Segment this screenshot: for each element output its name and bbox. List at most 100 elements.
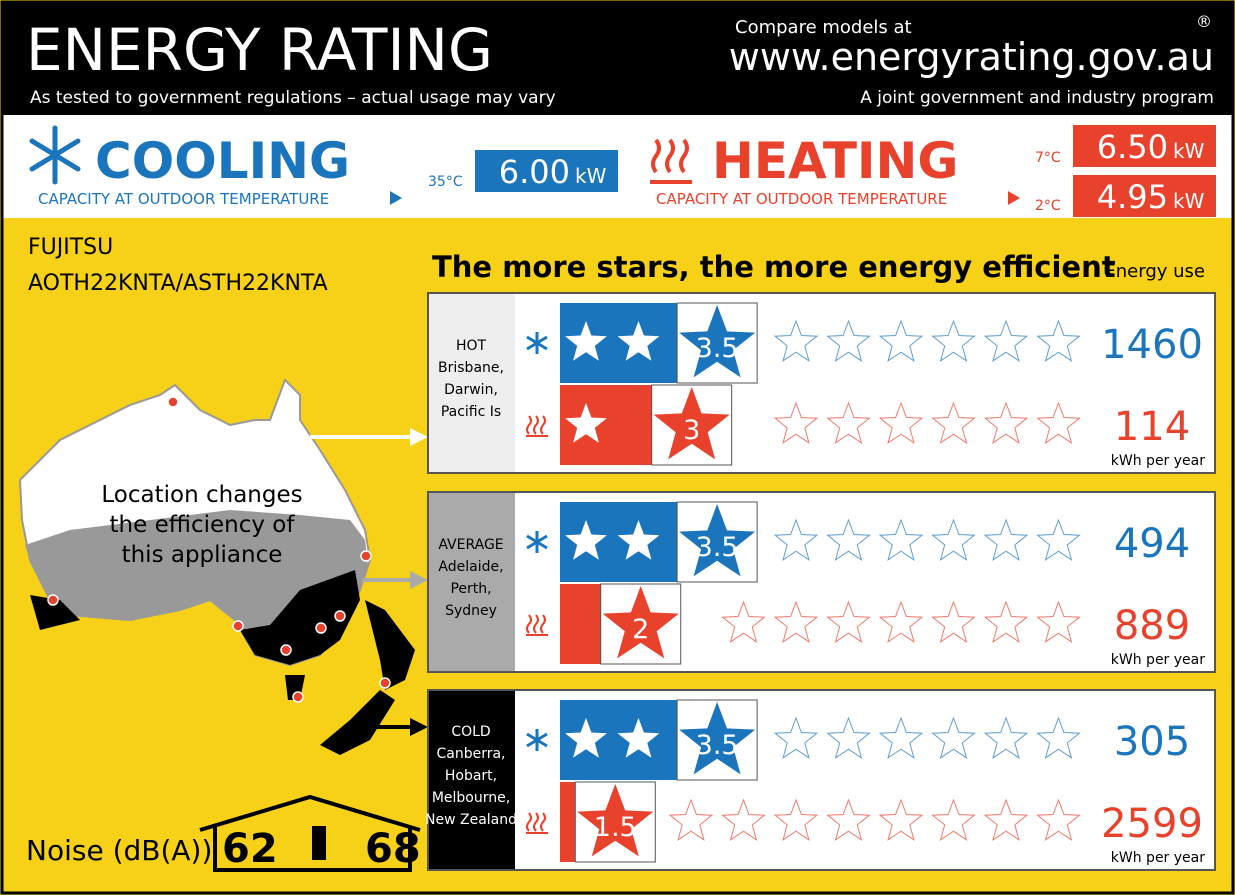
filled-star [565, 718, 607, 758]
empty-star [878, 401, 924, 444]
empty-star [878, 798, 924, 841]
icon-stroke [526, 415, 532, 435]
empty-star [931, 518, 976, 561]
rating-band [560, 584, 601, 664]
header-title: ENERGY RATING [26, 16, 493, 84]
zone-label-box [429, 691, 515, 869]
zone-city: Adelaide, [438, 559, 503, 575]
icon-stroke [526, 732, 548, 748]
rating-star [679, 305, 756, 378]
capacity-unit: kW [575, 164, 607, 188]
zone-city: Sydney [445, 603, 497, 619]
snowflake-icon [526, 531, 548, 553]
empty-star [931, 798, 976, 841]
snowflake-icon [526, 332, 548, 354]
star-rating: 3 [683, 415, 700, 446]
zone-name: HOT [456, 338, 487, 354]
empty-star [1036, 716, 1081, 759]
filled-star [617, 520, 660, 560]
header-band [2, 2, 1233, 115]
empty-star [826, 798, 871, 841]
empty-star [983, 518, 1029, 561]
zone-city: Brisbane, [438, 360, 504, 376]
energy-unit: kWh per year [1111, 850, 1205, 866]
empty-star [721, 798, 766, 841]
icon-stroke [540, 812, 546, 832]
star-rating: 2 [632, 614, 649, 645]
energy-use: 494 [1114, 521, 1190, 567]
noise-indoor: 62 [222, 826, 278, 872]
empty-star [1036, 518, 1081, 561]
headline: The more stars, the more energy efficien… [432, 250, 1116, 284]
zone-city: Pacific Is [441, 404, 501, 420]
rating-star [679, 702, 756, 775]
icon-stroke [526, 534, 548, 550]
capacity-value: 6.50 [1097, 128, 1168, 166]
empty-star [1036, 600, 1081, 643]
zone-city: Canberra, [436, 746, 505, 762]
zone-city: Hobart, [445, 768, 497, 784]
empty-star [983, 319, 1029, 362]
zone-name: COLD [451, 724, 490, 740]
zone-city: New Zealand [425, 812, 517, 828]
empty-star [773, 319, 819, 362]
icon-stroke [526, 614, 532, 634]
empty-star [983, 401, 1029, 444]
empty-star [1036, 798, 1081, 841]
icon-stroke [540, 415, 546, 435]
zone-city: Melbourne, [432, 790, 510, 806]
header-subtitle: As tested to government regulations – ac… [30, 88, 556, 108]
empty-star [773, 798, 819, 841]
energy-use: 114 [1114, 404, 1190, 450]
empty-star [773, 518, 819, 561]
empty-star [826, 319, 871, 362]
zone-city: Perth, [450, 581, 491, 597]
energy-use-label: Energy use [1104, 261, 1205, 282]
capacity-box [1073, 125, 1216, 167]
empty-star [1036, 401, 1081, 444]
noise-label: Noise (dB(A)) [26, 834, 212, 867]
compare-text: Compare models at [735, 17, 912, 38]
empty-star [878, 319, 924, 362]
icon-stroke [533, 614, 539, 634]
noise-outdoor: 68 [365, 826, 421, 872]
heating-title: HEATING [712, 132, 958, 190]
capacity-value: 4.95 [1097, 178, 1168, 216]
energy-use: 2599 [1101, 801, 1203, 847]
map [18, 378, 428, 755]
brand: FUJITSU [28, 235, 113, 260]
registered-mark: ® [1196, 12, 1212, 31]
empty-star [878, 518, 924, 561]
star-rating: 3.5 [696, 532, 739, 563]
energy-unit: kWh per year [1111, 652, 1205, 668]
energy-use: 889 [1114, 603, 1190, 649]
capacity-box [1073, 175, 1216, 217]
map-caption-line: this appliance [122, 542, 283, 568]
heating-icon [526, 614, 548, 636]
caption-arrow [1008, 191, 1020, 205]
empty-star [931, 600, 976, 643]
empty-star [773, 401, 819, 444]
rating-band [560, 782, 576, 862]
zone-label-box [429, 493, 515, 671]
heating-icon [526, 812, 548, 834]
heating-icon [650, 138, 692, 184]
empty-star [931, 319, 976, 362]
empty-star [931, 401, 976, 444]
empty-star [983, 798, 1029, 841]
icon-stroke [540, 614, 546, 634]
energy-use: 1460 [1101, 322, 1203, 368]
star-rating: 3.5 [696, 333, 739, 364]
star-rating: 3.5 [696, 730, 739, 761]
filled-star [565, 520, 607, 560]
empty-star [773, 600, 819, 643]
empty-star [826, 600, 871, 643]
noise-house [199, 794, 421, 872]
rating-star [602, 586, 679, 659]
heating-icon [526, 415, 548, 437]
cooling-title: COOLING [95, 132, 350, 190]
empty-star [826, 401, 871, 444]
empty-star [983, 716, 1029, 759]
